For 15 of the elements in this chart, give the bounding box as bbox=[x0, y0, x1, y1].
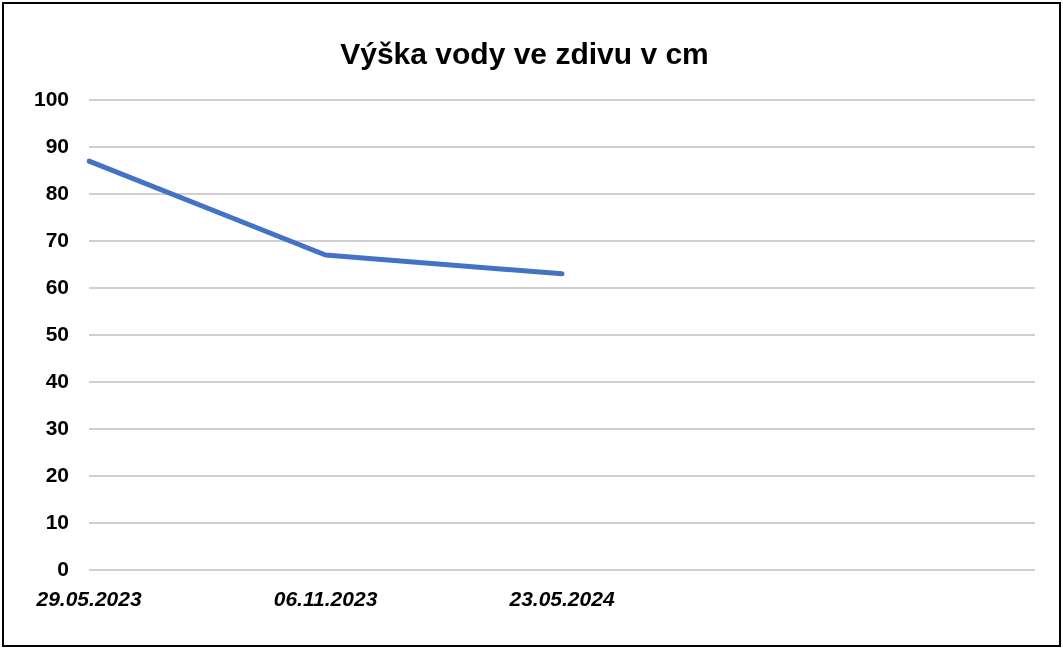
x-tick-label: 06.11.2023 bbox=[273, 587, 378, 611]
y-tick-label: 70 bbox=[45, 227, 70, 251]
y-tick-label: 90 bbox=[45, 133, 70, 157]
y-tick-label: 20 bbox=[45, 462, 70, 486]
chart-title: Výška vody ve zdivu v cm bbox=[340, 37, 709, 71]
y-tick-label: 30 bbox=[45, 415, 70, 439]
x-tick-label: 23.05.2024 bbox=[508, 587, 615, 611]
y-tick-label: 10 bbox=[45, 509, 70, 533]
y-tick-label: 0 bbox=[57, 556, 70, 580]
y-tick-label: 60 bbox=[45, 274, 70, 298]
y-tick-label: 80 bbox=[45, 180, 70, 204]
y-tick-label: 100 bbox=[33, 86, 70, 110]
x-tick-label: 29.05.2023 bbox=[35, 587, 142, 611]
y-tick-label: 40 bbox=[45, 368, 70, 392]
y-tick-label: 50 bbox=[45, 321, 70, 345]
